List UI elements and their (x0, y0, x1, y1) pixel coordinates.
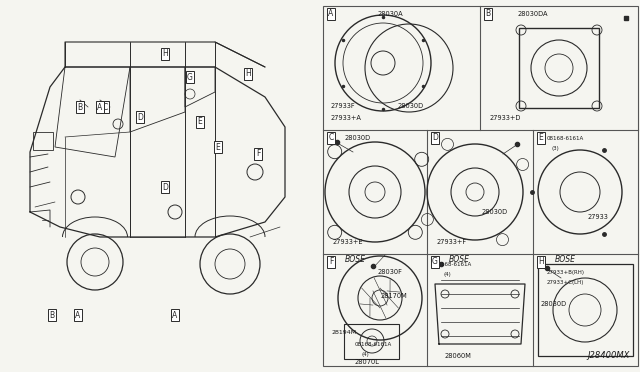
Text: 28070L: 28070L (355, 359, 380, 365)
Bar (538, 264, 633, 356)
Text: 28030D: 28030D (398, 103, 424, 109)
Text: 27933+F: 27933+F (437, 239, 467, 245)
Bar (33, 132, 53, 150)
Text: F: F (329, 257, 333, 266)
Text: D: D (137, 112, 143, 122)
Text: J28400MX: J28400MX (588, 351, 630, 360)
Text: 28030A: 28030A (378, 11, 404, 17)
Text: E: E (198, 118, 202, 126)
Text: A: A (97, 103, 102, 112)
Text: 28030D: 28030D (541, 301, 567, 307)
Text: 28030D: 28030D (345, 135, 371, 141)
Text: 27933F: 27933F (331, 103, 356, 109)
Text: 28030DA: 28030DA (518, 11, 548, 17)
Text: 27933+B(RH): 27933+B(RH) (547, 270, 585, 275)
Bar (344, 324, 399, 359)
Text: 28194M: 28194M (331, 330, 356, 335)
Text: (4): (4) (443, 272, 451, 277)
Text: 28170M: 28170M (381, 293, 408, 299)
Text: H: H (245, 70, 251, 78)
Text: 28030D: 28030D (482, 209, 508, 215)
Text: 08168-6161A: 08168-6161A (435, 262, 472, 267)
Text: B: B (49, 311, 54, 320)
Text: 28060M: 28060M (445, 353, 472, 359)
Text: G: G (187, 73, 193, 81)
Text: C: C (102, 103, 108, 112)
Text: A: A (172, 311, 178, 320)
Text: BOSE: BOSE (555, 255, 576, 264)
Text: A: A (76, 311, 81, 320)
Text: 27933: 27933 (588, 214, 609, 220)
Text: C: C (328, 134, 333, 142)
Text: B: B (77, 103, 83, 112)
Text: E: E (216, 142, 220, 151)
Text: 08168-6161A: 08168-6161A (355, 342, 392, 347)
Text: H: H (538, 257, 544, 266)
Bar (519, 28, 599, 108)
Text: G: G (432, 257, 438, 266)
Bar (323, 6, 638, 366)
Text: D: D (162, 183, 168, 192)
Text: H: H (162, 49, 168, 58)
Text: 27933+D: 27933+D (490, 115, 522, 121)
Text: 27933+C(LH): 27933+C(LH) (547, 280, 584, 285)
Text: (4): (4) (361, 352, 369, 357)
Text: 27933+A: 27933+A (331, 115, 362, 121)
Text: BOSE: BOSE (345, 255, 366, 264)
Text: F: F (256, 150, 260, 158)
Text: 08168-6161A: 08168-6161A (547, 136, 584, 141)
Text: BOSE: BOSE (449, 255, 470, 264)
Text: A: A (328, 10, 333, 19)
Text: E: E (539, 134, 543, 142)
Text: (3): (3) (551, 146, 559, 151)
Text: D: D (432, 134, 438, 142)
Text: B: B (485, 10, 491, 19)
Text: 27933+E: 27933+E (333, 239, 364, 245)
Text: 28030F: 28030F (378, 269, 403, 275)
